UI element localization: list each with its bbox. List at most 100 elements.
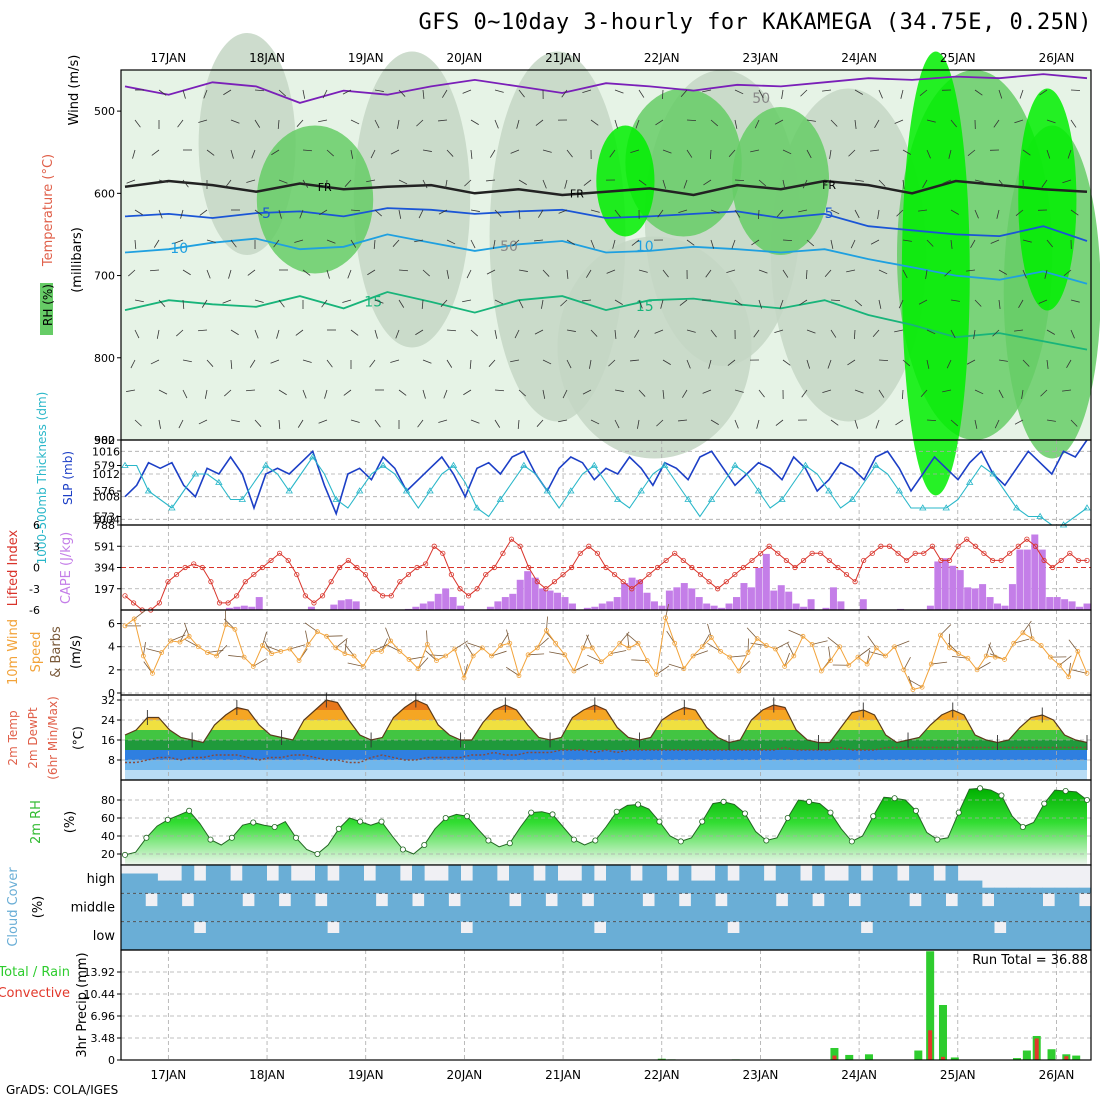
cape-bar xyxy=(718,607,726,610)
y-tick-label: 16 xyxy=(101,734,115,747)
wind-barb xyxy=(294,239,304,243)
wind-barb xyxy=(709,149,712,160)
cloud-cell xyxy=(921,921,934,950)
cape-bar xyxy=(524,571,532,610)
wind-barb xyxy=(350,149,354,159)
y-tick-label: 600 xyxy=(94,187,115,200)
wind-barb xyxy=(850,239,856,249)
wind-barb xyxy=(918,209,928,212)
wind-speed-point xyxy=(883,653,888,659)
cloud-cell xyxy=(242,906,255,922)
contour-label: 50 xyxy=(500,239,518,255)
wind-barb xyxy=(734,389,744,393)
cape-bar xyxy=(770,590,778,610)
wind-speed-point xyxy=(974,667,980,673)
precip-convective-bar xyxy=(832,1055,837,1060)
cape-bar xyxy=(673,587,681,610)
wind-barb xyxy=(247,269,256,276)
wind-speed-point xyxy=(516,673,522,679)
rh-point xyxy=(1019,824,1026,831)
top-date-label: 26JAN xyxy=(1039,51,1075,65)
wind-barb xyxy=(184,638,199,648)
thickness-point xyxy=(168,504,176,511)
rh-point xyxy=(207,836,214,843)
wind-barb xyxy=(967,149,976,156)
wind-barb xyxy=(198,119,208,123)
cloud-cell xyxy=(897,921,910,950)
wind-barb xyxy=(1022,239,1032,243)
y-tick-label: 2 xyxy=(108,664,115,677)
wind-barb xyxy=(950,329,956,339)
cloud-cell xyxy=(436,893,449,922)
wind-barb xyxy=(254,209,263,216)
cape-bar xyxy=(1031,534,1039,610)
wind-speed-point xyxy=(599,659,604,665)
wind-barb xyxy=(422,269,430,277)
cloud-cell xyxy=(205,865,219,894)
cloud-cell xyxy=(460,933,474,950)
cape-bar xyxy=(486,606,494,610)
wind-speed-point xyxy=(305,642,311,647)
thickness-point xyxy=(731,461,739,468)
temp-axis-label: 2m Temp xyxy=(6,710,20,765)
cloud-cell xyxy=(181,921,195,950)
rh-point xyxy=(506,840,513,847)
cloud-cell xyxy=(581,921,595,950)
thickness-point xyxy=(567,487,575,494)
wind-barb xyxy=(998,179,1005,188)
cloud-cell xyxy=(751,865,765,894)
wind-speed-point xyxy=(489,653,494,659)
cloud-cell xyxy=(278,921,292,950)
cloud-cell xyxy=(1054,893,1068,922)
wind-barb xyxy=(822,89,832,92)
lifted-index-point xyxy=(826,557,832,564)
cloud-cell xyxy=(848,921,862,950)
cloud-cell xyxy=(533,880,546,894)
legend-temperature-label: Temperature (°C) xyxy=(41,154,56,267)
cloud-cell xyxy=(593,933,607,950)
wind-barb xyxy=(230,419,240,423)
wind-barb xyxy=(438,209,448,215)
cloud-cell xyxy=(666,893,680,922)
wind-barb xyxy=(830,329,837,338)
wind-barb xyxy=(758,89,764,99)
wind-barb xyxy=(429,654,446,657)
wind-barb xyxy=(297,419,304,428)
cloud-cell xyxy=(254,893,267,922)
cloud-cell xyxy=(824,880,837,894)
y-tick-label: 8 xyxy=(108,754,115,767)
wind-barb xyxy=(422,359,432,364)
wind-barb xyxy=(587,654,602,663)
cloud-cell xyxy=(1042,906,1056,922)
wind-barb xyxy=(608,359,616,367)
lifted-index-point xyxy=(998,557,1004,564)
cloud-cell xyxy=(193,933,207,950)
wind-barb xyxy=(564,179,568,189)
wind-barb xyxy=(494,119,499,129)
wind-barb xyxy=(582,89,592,94)
wind-barb xyxy=(324,389,328,399)
wind-barb xyxy=(505,666,520,676)
cape-bar xyxy=(345,599,353,610)
cloud-cell xyxy=(557,880,571,894)
rh-point xyxy=(934,836,941,843)
wind-barb xyxy=(635,119,640,129)
wind-speed-point xyxy=(1011,640,1017,646)
wind-barb xyxy=(902,359,911,367)
wind-barb xyxy=(614,119,619,129)
cape-bar xyxy=(509,593,517,610)
cloud-cell xyxy=(448,921,461,950)
wind-barb xyxy=(416,119,424,127)
wind-barb xyxy=(738,660,751,672)
wind-speed-point xyxy=(452,646,458,652)
series-thickness xyxy=(125,456,1088,526)
wind-speed-point xyxy=(296,658,302,663)
cloud-cell xyxy=(339,921,352,950)
lifted-index-point xyxy=(423,561,429,567)
rh-point xyxy=(977,785,984,792)
wind-barb xyxy=(630,149,640,154)
wind-barb xyxy=(350,209,361,212)
wind-barb xyxy=(566,329,576,332)
wind-barb xyxy=(562,389,568,399)
cloud-cell xyxy=(569,921,583,950)
